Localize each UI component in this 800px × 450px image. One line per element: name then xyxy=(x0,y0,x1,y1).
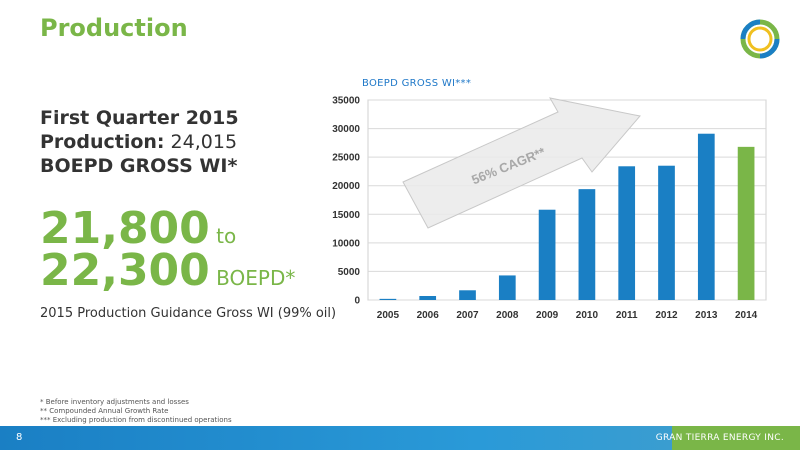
footnote-2: ** Compounded Annual Growth Rate xyxy=(40,407,169,415)
x-tick-label: 2014 xyxy=(735,310,758,321)
guidance-high: 22,300 xyxy=(40,245,210,296)
bar-2014 xyxy=(737,146,755,300)
footnote-1: * Before inventory adjustments and losse… xyxy=(40,398,189,406)
y-tick-label: 30000 xyxy=(332,124,360,135)
y-tick-label: 20000 xyxy=(332,181,360,192)
footer-bar xyxy=(0,426,800,450)
x-tick-label: 2007 xyxy=(456,310,479,321)
slide-title: Production xyxy=(40,14,188,42)
x-tick-label: 2006 xyxy=(417,310,440,321)
bar-2006 xyxy=(419,296,437,300)
x-tick-label: 2012 xyxy=(655,310,678,321)
company-name: GRAN TIERRA ENERGY INC. xyxy=(655,433,784,443)
y-tick-label: 15000 xyxy=(332,210,360,221)
x-tick-label: 2010 xyxy=(576,310,599,321)
guidance-subtitle: 2015 Production Guidance Gross WI (99% o… xyxy=(40,306,337,321)
bar-2009 xyxy=(538,209,556,300)
x-tick-label: 2005 xyxy=(377,310,400,321)
headline-production-value: 24,015 xyxy=(164,131,238,153)
bar-2011 xyxy=(618,166,636,300)
y-tick-label: 10000 xyxy=(332,238,360,249)
x-tick-label: 2013 xyxy=(695,310,718,321)
y-tick-label: 25000 xyxy=(332,153,360,164)
bar-2012 xyxy=(658,165,675,300)
guidance-low: 21,800 xyxy=(40,203,210,254)
x-tick-label: 2011 xyxy=(616,310,638,321)
cagr-arrow xyxy=(402,97,641,229)
guidance-unit: BOEPD* xyxy=(209,266,296,290)
bar-2007 xyxy=(459,290,476,300)
headline-line-2: Production: 24,015 xyxy=(40,130,330,154)
y-tick-label: 0 xyxy=(354,296,360,307)
bar-2008 xyxy=(498,275,516,300)
bar-2010 xyxy=(578,189,596,300)
headline-production-label: Production: xyxy=(40,131,165,153)
guidance-high-line: 22,300 BOEPD* xyxy=(40,246,295,296)
x-tick-label: 2009 xyxy=(536,310,559,321)
chart-title: BOEPD GROSS WI*** xyxy=(362,78,472,89)
x-tick-label: 2008 xyxy=(496,310,519,321)
footnote-3: *** Excluding production from discontinu… xyxy=(40,416,232,424)
company-logo-icon xyxy=(740,19,780,59)
guidance-to: to xyxy=(209,224,237,248)
y-tick-label: 5000 xyxy=(338,267,361,278)
guidance-low-line: 21,800 to xyxy=(40,204,236,254)
headline: First Quarter 2015 Production: 24,015 BO… xyxy=(40,106,330,178)
page-number: 8 xyxy=(16,432,23,443)
headline-line-3: BOEPD GROSS WI* xyxy=(40,155,238,177)
y-tick-label: 35000 xyxy=(332,96,360,107)
bar-2013 xyxy=(697,133,715,300)
headline-line-1: First Quarter 2015 xyxy=(40,107,239,129)
footnotes: * Before inventory adjustments and losse… xyxy=(40,398,232,425)
bar-2005 xyxy=(379,298,397,300)
